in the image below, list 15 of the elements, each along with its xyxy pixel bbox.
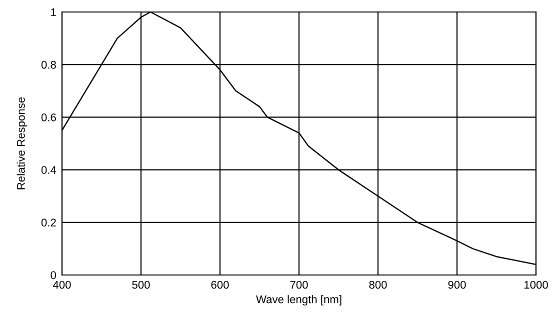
y-tick-label: 0.2 (41, 218, 56, 227)
x-tick-label: 700 (290, 280, 308, 289)
y-tick-label: 0 (50, 271, 56, 280)
y-tick-label: 0.4 (41, 166, 56, 174)
x-tick-label: 1000 (524, 280, 548, 289)
x-tick-label: 600 (211, 280, 229, 289)
y-axis-title: Relative Response (16, 97, 28, 190)
y-tick-label: 1 (51, 8, 56, 16)
y-tick-label: 0.6 (41, 113, 56, 122)
x-tick-label: 800 (369, 280, 387, 289)
x-tick-label: 500 (132, 280, 150, 289)
x-tick-label: 900 (448, 280, 466, 289)
x-axis-title: Wave length [nm] (256, 295, 342, 306)
y-tick-label: 0.8 (41, 60, 56, 69)
x-tick-label: 400 (52, 280, 71, 289)
